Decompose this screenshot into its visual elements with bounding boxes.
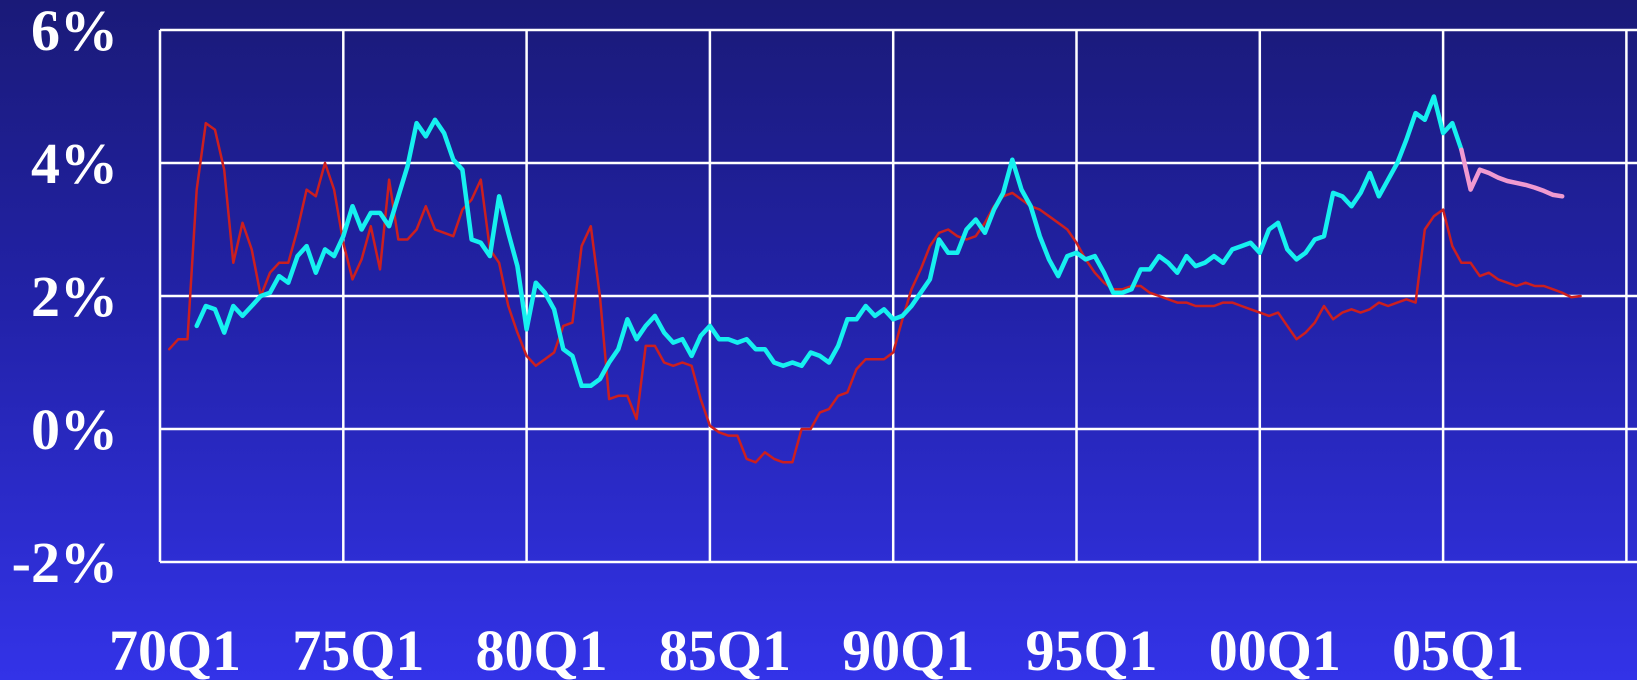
- y-tick-label: 6%: [31, 0, 118, 63]
- x-tick-label: 70Q1: [109, 618, 241, 680]
- series-line-2: [194, 94, 1464, 389]
- x-tick-label: 90Q1: [842, 618, 974, 680]
- x-tick-label: 80Q1: [476, 618, 608, 680]
- series-layer: [167, 94, 1582, 464]
- x-tick-labels: 70Q1 75Q1 80Q1 85Q1 90Q1 95Q1 00Q1 05Q1: [109, 618, 1524, 680]
- y-tick-label: 2%: [31, 264, 118, 329]
- x-tick-label: 85Q1: [659, 618, 791, 680]
- y-tick-label: 0%: [31, 397, 118, 462]
- x-tick-label: 95Q1: [1025, 618, 1157, 680]
- y-tick-labels: 6% 4% 2% 0% -2%: [12, 0, 118, 595]
- x-tick-label: 00Q1: [1209, 618, 1341, 680]
- series-line-3: [1459, 147, 1565, 199]
- x-tick-label: 75Q1: [292, 618, 424, 680]
- y-tick-label: -2%: [12, 530, 118, 595]
- series-line-1: [167, 121, 1582, 464]
- x-tick-label: 05Q1: [1392, 618, 1524, 680]
- y-tick-label: 4%: [31, 131, 118, 196]
